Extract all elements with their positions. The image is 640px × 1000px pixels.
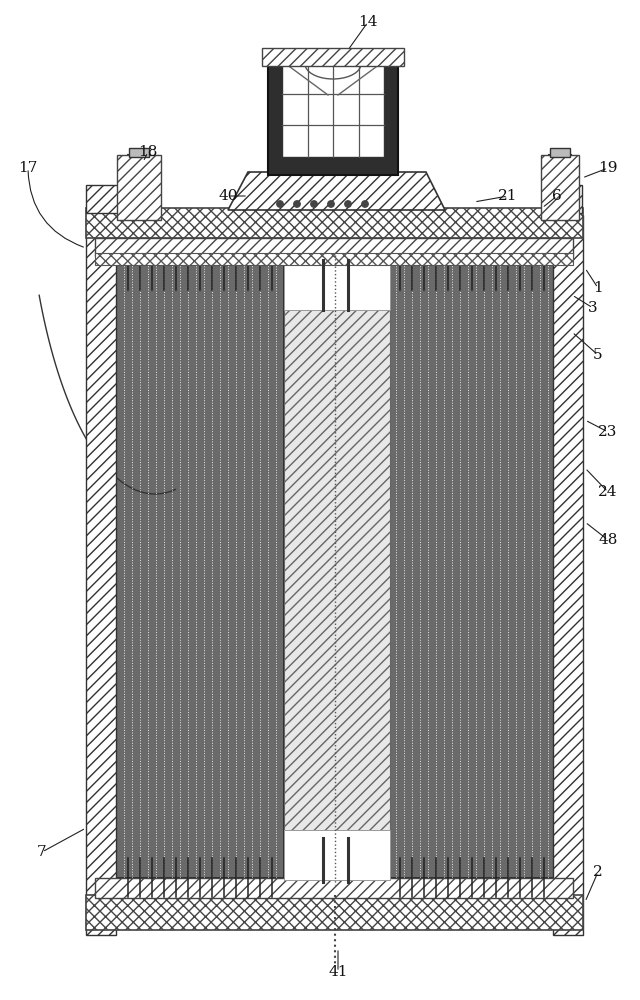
Bar bbox=[95, 253, 573, 265]
Circle shape bbox=[362, 201, 368, 207]
Bar bbox=[549, 155, 571, 220]
Bar bbox=[268, 50, 398, 175]
Bar bbox=[116, 258, 284, 878]
Bar bbox=[284, 255, 390, 310]
Bar bbox=[284, 255, 390, 310]
Text: 7: 7 bbox=[37, 845, 47, 859]
Bar bbox=[86, 215, 116, 935]
Bar bbox=[284, 830, 390, 880]
Text: 6: 6 bbox=[552, 189, 562, 203]
Polygon shape bbox=[228, 172, 445, 210]
Text: 24: 24 bbox=[598, 485, 618, 499]
Bar bbox=[86, 208, 583, 238]
Text: 5: 5 bbox=[593, 348, 603, 362]
Text: 41: 41 bbox=[328, 965, 348, 979]
Text: 21: 21 bbox=[499, 189, 518, 203]
Text: 3: 3 bbox=[588, 301, 598, 315]
Text: 23: 23 bbox=[598, 425, 618, 439]
Text: 19: 19 bbox=[598, 161, 618, 175]
Circle shape bbox=[294, 201, 300, 207]
Text: 2: 2 bbox=[593, 865, 603, 879]
Circle shape bbox=[311, 201, 317, 207]
Bar bbox=[128, 155, 150, 220]
Bar bbox=[284, 258, 390, 878]
Text: 18: 18 bbox=[138, 145, 157, 159]
Bar bbox=[86, 895, 583, 930]
Bar bbox=[550, 148, 570, 157]
Bar bbox=[388, 258, 556, 878]
Circle shape bbox=[277, 201, 283, 207]
Bar bbox=[262, 48, 404, 66]
Bar bbox=[86, 185, 118, 213]
Text: 40: 40 bbox=[218, 189, 237, 203]
Bar bbox=[95, 238, 573, 256]
Text: 17: 17 bbox=[19, 161, 38, 175]
Bar bbox=[284, 258, 390, 878]
Bar bbox=[129, 148, 149, 157]
Circle shape bbox=[345, 201, 351, 207]
Bar bbox=[552, 185, 582, 213]
Text: 1: 1 bbox=[593, 281, 603, 295]
Circle shape bbox=[328, 201, 334, 207]
Text: 14: 14 bbox=[358, 15, 378, 29]
Bar bbox=[117, 155, 161, 220]
Bar bbox=[541, 155, 579, 220]
Bar bbox=[553, 215, 583, 935]
Bar bbox=[282, 62, 384, 157]
Bar bbox=[95, 878, 573, 898]
Text: 48: 48 bbox=[598, 533, 618, 547]
Bar bbox=[284, 830, 390, 880]
